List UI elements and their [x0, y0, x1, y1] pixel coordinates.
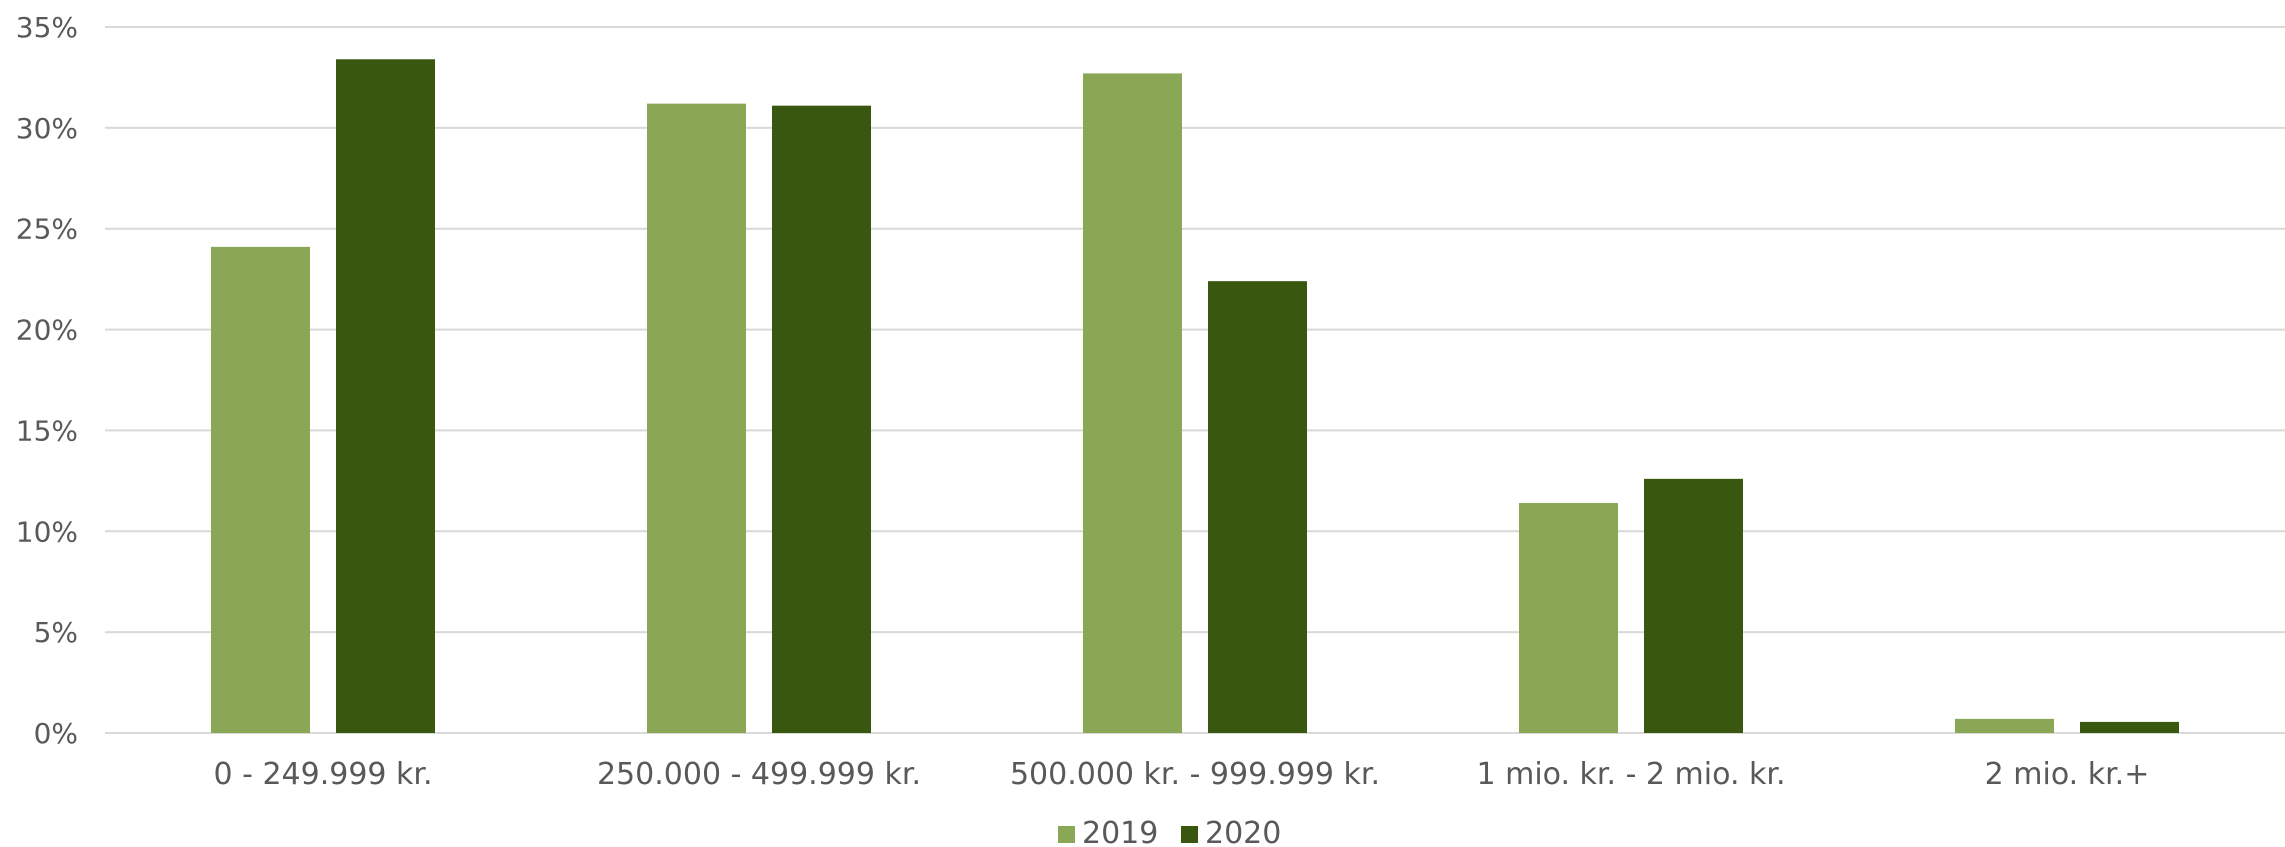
- legend: 2019 2020: [1058, 816, 1281, 847]
- legend-swatch-2019: [1058, 826, 1075, 843]
- x-category-label: 1 mio. kr. - 2 mio. kr.: [1476, 757, 1785, 792]
- bar-2019-2: [1083, 73, 1182, 733]
- y-tick-label: 5%: [34, 616, 78, 649]
- x-axis-category-labels: 0 - 249.999 kr. 250.000 - 499.999 kr. 500.…: [213, 757, 2149, 792]
- y-tick-label: 35%: [16, 11, 78, 44]
- bar-2019-3: [1519, 503, 1618, 733]
- x-category-label: 250.000 - 499.999 kr.: [597, 757, 921, 792]
- bar-2020-3: [1644, 478, 1743, 733]
- legend-label-2020: 2020: [1205, 816, 1281, 847]
- y-tick-label: 0%: [34, 717, 78, 750]
- x-category-label: 0 - 249.999 kr.: [213, 757, 432, 792]
- legend-label-2019: 2019: [1082, 816, 1158, 847]
- gridlines: [105, 26, 2285, 734]
- x-category-label: 500.000 kr. - 999.999 kr.: [1010, 757, 1380, 792]
- y-tick-label: 10%: [16, 515, 78, 548]
- y-axis-tick-labels: 0% 5% 10% 15% 20% 25% 30% 35%: [16, 11, 78, 750]
- y-tick-label: 25%: [16, 213, 78, 246]
- bar-2019-1: [647, 103, 746, 733]
- x-category-label: 2 mio. kr.+: [1985, 757, 2150, 792]
- bar-2019-0: [211, 246, 310, 733]
- bar-2020-1: [772, 105, 871, 733]
- bar-2019-4: [1955, 718, 2054, 733]
- bar-2020-2: [1208, 281, 1307, 733]
- bar-2020-0: [336, 59, 435, 733]
- y-tick-label: 30%: [16, 112, 78, 145]
- legend-swatch-2020: [1181, 826, 1198, 843]
- bar-2020-4: [2080, 721, 2179, 733]
- y-tick-label: 20%: [16, 314, 78, 347]
- bars: [211, 59, 2179, 733]
- y-tick-label: 15%: [16, 414, 78, 447]
